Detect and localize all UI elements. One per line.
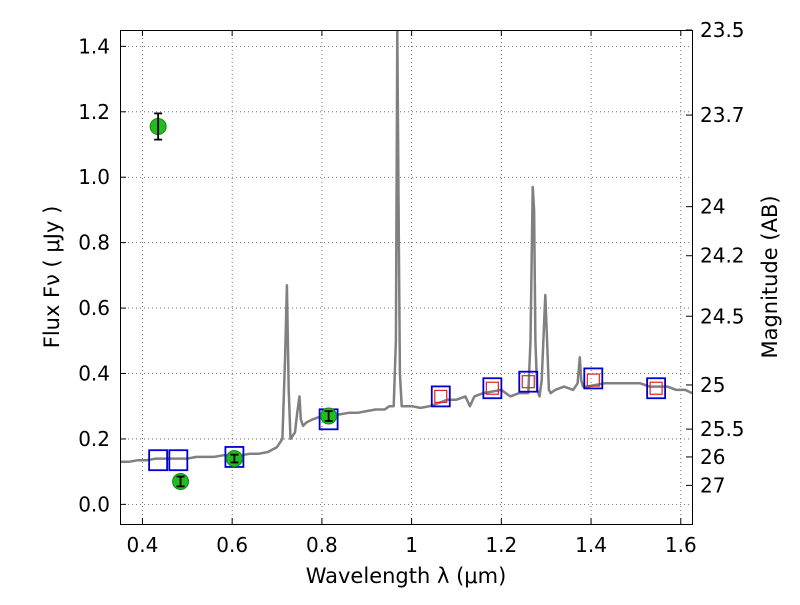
y-tick-label: 0.4 [78, 362, 110, 386]
spectrum-line [120, 30, 692, 464]
mag-tick-label: 25 [700, 373, 725, 397]
mag-tick-label: 23.5 [700, 18, 745, 42]
axis-ticks: 0.4 0.6 0.8 1 1.2 1.4 1.6 0.0 0.2 0.4 0.6 0.8 1.0 1.2… [78, 18, 744, 557]
y-tick-label: 1.2 [78, 100, 110, 124]
plot-frame [120, 30, 693, 525]
y-tick-label: 0.8 [78, 231, 110, 255]
model-photometry-inner-marker [521, 375, 535, 389]
x-tick-label: 1 [405, 533, 418, 557]
model-photometry-marker [518, 370, 539, 393]
y-tick-label: 0.0 [78, 492, 110, 516]
mag-tick-label: 23.7 [700, 103, 745, 127]
x-tick-label: 1.4 [575, 533, 607, 557]
model-photometry-inner-marker [485, 381, 499, 395]
y-tick-label: 0.2 [78, 427, 110, 451]
mag-tick-label: 25.5 [700, 417, 745, 441]
x-tick-label: 0.8 [306, 533, 338, 557]
model-photometry-marker [430, 385, 451, 408]
x-axis-label: Wavelength λ (μm) [306, 564, 507, 588]
y-tick-label: 1.4 [78, 34, 110, 58]
model-photometry-marker [148, 449, 169, 472]
x-tick-label: 0.4 [127, 533, 159, 557]
model-photometry-marker [583, 367, 604, 390]
x-tick-label: 0.6 [216, 533, 248, 557]
model-photometry-marker [168, 449, 189, 472]
x-tick-label: 1.6 [665, 533, 697, 557]
x-tick-label: 1.2 [485, 533, 517, 557]
mag-tick-label: 24 [700, 195, 725, 219]
y-tick-label: 0.6 [78, 296, 110, 320]
model-photometry-marker [646, 377, 667, 400]
y-axis-label: Flux Fν ( μJy ) [40, 206, 64, 349]
mag-tick-label: 24.5 [700, 304, 745, 328]
model-photometry-inner-marker [649, 381, 663, 395]
mag-tick-label: 27 [700, 473, 725, 497]
mag-tick-label: 24.2 [700, 244, 745, 268]
plot-area [120, 30, 692, 490]
model-photometry-inner-marker [434, 389, 448, 404]
y2-axis-label: Magnitude (AB) [758, 195, 782, 358]
model-photometry-marker [482, 377, 503, 400]
mag-tick-label: 26 [700, 445, 725, 469]
model-photometry-inner-marker [586, 373, 600, 387]
y-tick-label: 1.0 [78, 165, 110, 189]
